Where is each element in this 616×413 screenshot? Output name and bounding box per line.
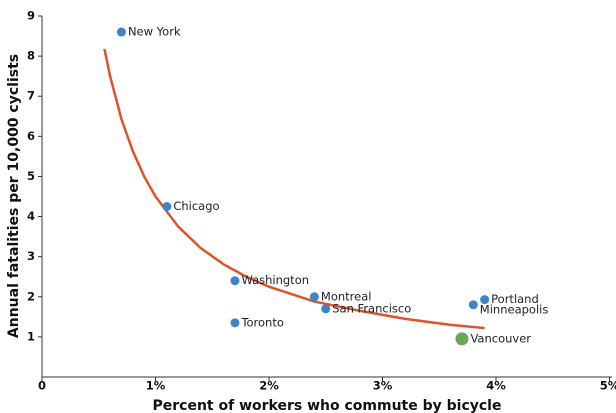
point <box>468 300 478 310</box>
point-label: Washington <box>241 273 309 287</box>
y-tick-label: 3 <box>27 249 35 263</box>
point-label: Portland <box>491 292 539 306</box>
point-label: Minneapolis <box>480 302 549 316</box>
point-label: Montreal <box>321 289 372 303</box>
x-tick-label: 3% <box>373 379 393 393</box>
point <box>321 304 331 314</box>
x-axis-title: Percent of workers who commute by bicycl… <box>153 398 502 413</box>
point <box>309 292 319 302</box>
fit-curve <box>103 48 485 330</box>
x-tick-label: 1% <box>146 379 166 393</box>
y-axis-title: Annual fatalities per 10,000 cyclists <box>6 54 22 338</box>
y-tick-label: 4 <box>27 209 35 223</box>
x-tick-label: 4% <box>486 379 506 393</box>
x-tick-label: 0 <box>38 379 46 393</box>
y-tick-label: 2 <box>27 289 35 303</box>
point-label: New York <box>128 25 181 39</box>
y-tick-label: 7 <box>27 89 35 103</box>
point <box>162 202 172 212</box>
point <box>455 332 469 346</box>
point <box>230 318 240 328</box>
y-tick-label: 8 <box>27 49 35 63</box>
y-tick-label: 1 <box>27 329 35 343</box>
y-tick-label: 5 <box>27 169 35 183</box>
point <box>230 276 240 286</box>
point <box>480 295 490 305</box>
point-label: Vancouver <box>470 331 531 345</box>
point-label: Toronto <box>240 315 283 329</box>
y-tick-label: 6 <box>27 129 35 143</box>
point-label: Chicago <box>173 199 219 213</box>
point <box>116 27 126 37</box>
x-tick-label: 5% <box>600 379 616 393</box>
point-label: San Francisco <box>332 301 411 315</box>
y-tick-label: 9 <box>27 9 35 23</box>
x-tick-label: 2% <box>259 379 279 393</box>
